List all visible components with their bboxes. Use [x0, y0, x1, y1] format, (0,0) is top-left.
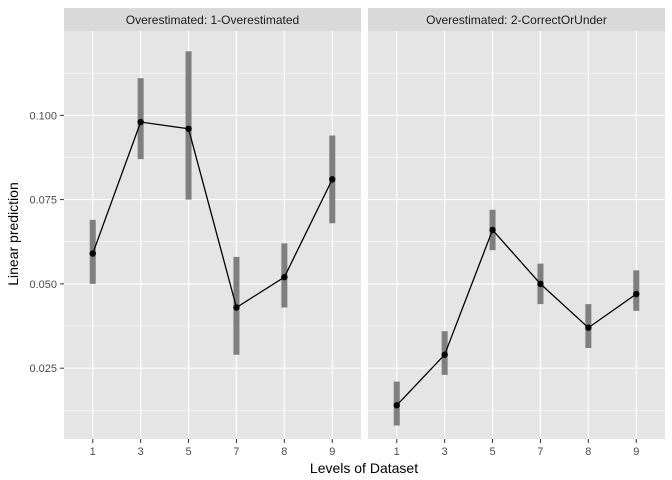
- y-axis: 0.025 0.050 0.075 0.100: [29, 110, 64, 375]
- facet-strip-title: Overestimated: 2-CorrectOrUnder: [426, 13, 607, 27]
- data-point: [329, 176, 336, 183]
- x-tick-label: 7: [233, 446, 239, 458]
- panel-1: Overestimated: 1-Overestimated 1 3 5 7 8 9: [64, 8, 361, 458]
- y-tick-label: 0.050: [29, 279, 57, 291]
- data-point: [233, 304, 240, 311]
- x-tick-label: 8: [281, 446, 287, 458]
- data-point: [281, 273, 288, 281]
- series-line: [92, 121, 333, 309]
- data-point: [633, 290, 640, 298]
- panel-background: [368, 31, 665, 439]
- y-tick-label: 0.025: [29, 363, 57, 375]
- panel-2: Overestimated: 2-CorrectOrUnder 1 3 5 7 8 9: [368, 8, 665, 458]
- facet-strip: [368, 8, 665, 31]
- x-tick-label: 1: [90, 446, 96, 458]
- x-tick-label: 1: [394, 446, 400, 458]
- facet-strip-title: Overestimated: 1-Overestimated: [126, 13, 299, 27]
- data-point: [489, 226, 496, 234]
- data-point: [585, 324, 592, 331]
- x-tick-label: 9: [329, 446, 335, 458]
- x-tick-label: 5: [185, 446, 191, 458]
- series-line: [396, 228, 637, 406]
- data-point: [185, 125, 192, 132]
- data-point: [137, 118, 144, 126]
- x-tick-label: 5: [489, 446, 495, 458]
- y-tick-label: 0.100: [29, 110, 57, 122]
- data-point: [441, 351, 448, 358]
- x-tick-label: 3: [138, 446, 144, 458]
- y-tick-label: 0.075: [29, 195, 57, 207]
- x-tick-label: 8: [585, 446, 591, 458]
- x-axis-title: Levels of Dataset: [310, 460, 418, 476]
- data-point: [89, 250, 96, 257]
- panel-background: [64, 31, 361, 439]
- x-tick-label: 7: [537, 446, 543, 458]
- facet-strip: [64, 8, 361, 31]
- x-tick-label: 3: [442, 446, 448, 458]
- y-axis-title: Linear prediction: [5, 182, 21, 286]
- x-tick-label: 9: [633, 446, 639, 458]
- data-point: [537, 280, 544, 288]
- data-point: [393, 402, 400, 409]
